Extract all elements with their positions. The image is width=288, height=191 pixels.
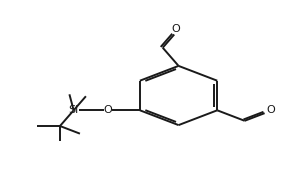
Text: Si: Si [69,105,79,115]
Text: O: O [104,105,113,115]
Text: O: O [171,24,180,34]
Text: O: O [267,105,275,115]
